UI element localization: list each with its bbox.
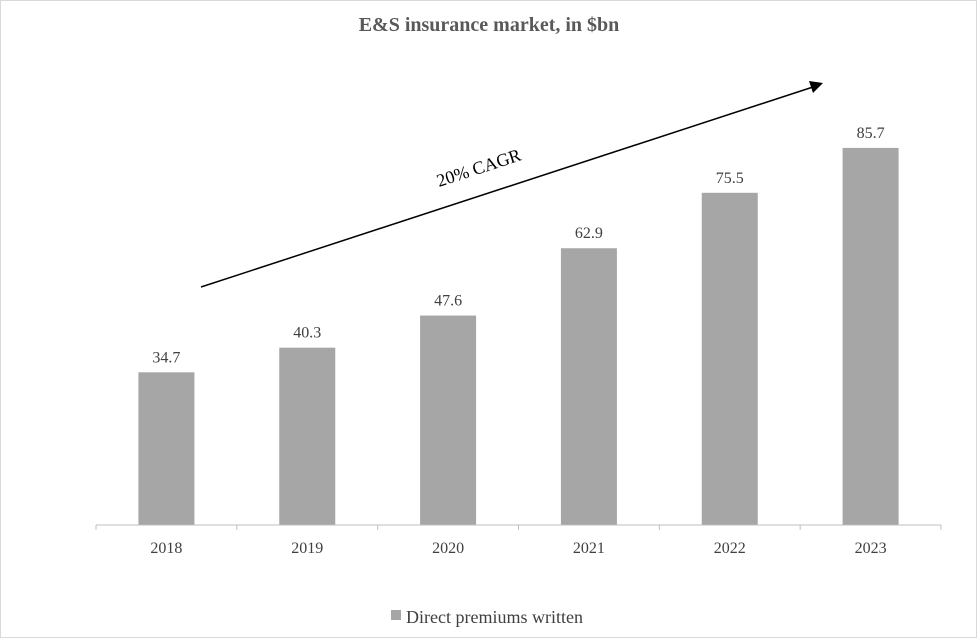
tick-label-2019: 2019 bbox=[291, 540, 323, 557]
tick-label-2022: 2022 bbox=[714, 540, 746, 557]
value-label-2022: 75.5 bbox=[716, 170, 744, 187]
cagr-arrow bbox=[200, 81, 823, 288]
bars-group bbox=[138, 147, 899, 526]
cagr-annotation: 20% CAGR bbox=[434, 145, 523, 191]
legend-swatch bbox=[391, 610, 401, 620]
bar-2023 bbox=[842, 147, 899, 526]
value-label-2023: 85.7 bbox=[857, 125, 885, 142]
x-axis-ticks bbox=[95, 525, 942, 530]
chart-title: E&S insurance market, in $bn bbox=[359, 14, 620, 36]
tick-label-2018: 2018 bbox=[150, 540, 182, 557]
cagr-arrowhead bbox=[809, 81, 823, 93]
bar-2019 bbox=[279, 347, 336, 525]
bar-2022 bbox=[701, 192, 758, 526]
value-labels-group: 34.7 40.3 47.6 62.9 75.5 85.7 bbox=[152, 125, 884, 366]
legend: Direct premiums written bbox=[391, 607, 583, 627]
bar-2020 bbox=[420, 315, 477, 525]
cagr-arrow-line bbox=[200, 86, 814, 288]
tick-label-2021: 2021 bbox=[573, 540, 605, 557]
bar-2018 bbox=[138, 372, 195, 525]
value-label-2018: 34.7 bbox=[152, 349, 180, 366]
tick-label-2023: 2023 bbox=[855, 540, 887, 557]
bar-2021 bbox=[560, 248, 617, 526]
x-axis-tick-labels: 2018 2019 2020 2021 2022 2023 bbox=[150, 540, 886, 557]
legend-label: Direct premiums written bbox=[406, 607, 583, 627]
tick-label-2020: 2020 bbox=[432, 540, 464, 557]
value-label-2021: 62.9 bbox=[575, 225, 603, 242]
value-label-2020: 47.6 bbox=[434, 293, 462, 310]
value-label-2019: 40.3 bbox=[293, 325, 321, 342]
